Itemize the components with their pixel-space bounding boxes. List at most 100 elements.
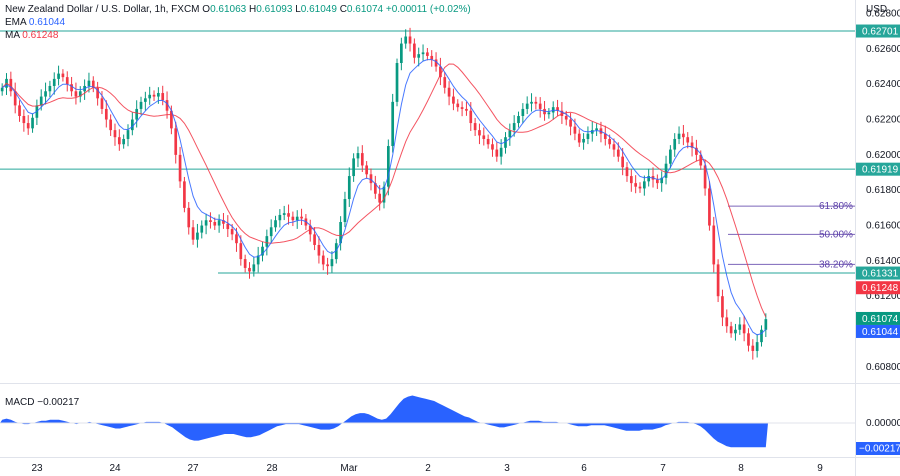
candle-body bbox=[703, 165, 707, 189]
price-tick-label: 0.62000 bbox=[866, 150, 900, 161]
horizontal-levels[interactable] bbox=[0, 30, 855, 274]
candle-body bbox=[734, 329, 737, 334]
candle-body bbox=[682, 133, 685, 138]
candle-body bbox=[452, 96, 455, 104]
candle-body bbox=[491, 144, 494, 150]
price-tag-bg bbox=[856, 266, 900, 280]
candle-body bbox=[343, 199, 347, 222]
candle-body bbox=[230, 229, 234, 235]
price-axis[interactable]: 0.62800 0.62600 0.62400 0.62200 0.62000 0.618… bbox=[866, 9, 900, 429]
fibonacci-retracement[interactable]: 61.80% 50.00% 38.20% bbox=[728, 201, 855, 270]
candle-body bbox=[0, 87, 4, 92]
price-tag-label: 0.61044 bbox=[862, 327, 899, 338]
candle-body bbox=[191, 227, 195, 240]
candle-body bbox=[222, 220, 225, 224]
candle-body bbox=[712, 225, 716, 265]
macd-legend[interactable]: MACD −0.00217 bbox=[5, 397, 79, 409]
candle-body bbox=[742, 324, 746, 334]
candle-body bbox=[417, 54, 421, 58]
candle-body bbox=[100, 98, 104, 109]
candle-body bbox=[113, 130, 117, 138]
candle-body bbox=[226, 223, 230, 230]
candle-body bbox=[44, 91, 47, 97]
candle-body bbox=[360, 153, 364, 166]
candle-body bbox=[139, 101, 143, 109]
currency-label: USD bbox=[866, 4, 887, 15]
candle-body bbox=[660, 177, 664, 184]
price-tag-label: 0.61919 bbox=[862, 165, 899, 176]
high-value: 0.61093 bbox=[256, 4, 293, 15]
candle-body bbox=[686, 137, 690, 143]
macd-tag-bg bbox=[856, 442, 900, 455]
candle-body bbox=[386, 146, 390, 187]
candle-body bbox=[642, 181, 646, 189]
candle-body bbox=[174, 128, 178, 155]
time-tick-label: Mar bbox=[340, 463, 358, 474]
candle-body bbox=[282, 213, 286, 215]
candle-body bbox=[321, 255, 325, 265]
candle-body bbox=[534, 101, 538, 104]
price-tag-label: 0.61248 bbox=[862, 283, 899, 294]
candle-body bbox=[317, 244, 321, 256]
candle-body bbox=[243, 259, 247, 268]
candle-body bbox=[391, 101, 395, 147]
candle-body bbox=[239, 243, 243, 260]
candle-body bbox=[144, 98, 147, 102]
candle-body bbox=[196, 232, 199, 240]
candle-body bbox=[157, 93, 160, 97]
candle-body bbox=[70, 84, 73, 92]
candle-body bbox=[725, 317, 729, 327]
candle-body bbox=[395, 63, 399, 102]
candle-body bbox=[96, 87, 99, 99]
candle-body bbox=[664, 163, 668, 178]
candle-body bbox=[564, 116, 568, 120]
candle-body bbox=[117, 137, 121, 145]
candle-body bbox=[365, 165, 368, 175]
ema-legend[interactable]: EMA 0.61044 bbox=[5, 17, 65, 29]
candle-body bbox=[31, 117, 34, 129]
candle-body bbox=[504, 137, 507, 148]
candle-body bbox=[9, 78, 13, 92]
candle-body bbox=[560, 110, 564, 116]
candle-body bbox=[178, 154, 182, 182]
macd-histogram bbox=[0, 395, 855, 448]
price-tick-label: 0.61600 bbox=[866, 221, 900, 232]
candle-body bbox=[699, 154, 703, 166]
price-tag-label: 0.62701 bbox=[862, 27, 899, 38]
candle-body bbox=[61, 73, 65, 78]
candle-body bbox=[161, 93, 165, 101]
ema-line bbox=[1, 59, 767, 336]
price-tag-bg bbox=[856, 281, 900, 295]
candle-body bbox=[690, 142, 694, 148]
candle-body bbox=[378, 193, 382, 203]
candle-body bbox=[209, 220, 212, 222]
symbol-legend[interactable]: New Zealand Dollar / U.S. Dollar, 1h, FX… bbox=[5, 4, 471, 16]
candle-body bbox=[382, 186, 386, 203]
candle-body bbox=[525, 103, 529, 109]
price-tick-label: 0.62800 bbox=[866, 9, 900, 20]
candle-body bbox=[729, 326, 733, 334]
candle-body bbox=[152, 94, 156, 97]
candle-body bbox=[52, 78, 56, 86]
candle-body bbox=[673, 138, 677, 150]
price-tick-label: 0.61200 bbox=[866, 291, 900, 302]
macd-area bbox=[0, 395, 768, 448]
ma-legend[interactable]: MA 0.61248 bbox=[5, 30, 58, 42]
candle-body bbox=[300, 216, 303, 219]
candle-body bbox=[248, 267, 251, 272]
candle-body bbox=[634, 183, 638, 187]
candle-body bbox=[13, 91, 17, 106]
candle-body bbox=[421, 52, 425, 55]
candle-body bbox=[87, 80, 91, 86]
candle-body bbox=[200, 225, 204, 233]
candle-body bbox=[183, 181, 186, 208]
time-axis[interactable]: 23 24 27 28 Mar 2 3 6 7 8 9 bbox=[31, 463, 823, 474]
close-label: C bbox=[339, 4, 347, 15]
time-tick-label: 7 bbox=[660, 463, 666, 474]
candle-body bbox=[747, 333, 750, 346]
ma-label: MA bbox=[5, 30, 20, 41]
time-tick-label: 23 bbox=[31, 463, 43, 474]
candle-body bbox=[482, 135, 486, 139]
price-tag-label: 0.61331 bbox=[862, 269, 899, 280]
